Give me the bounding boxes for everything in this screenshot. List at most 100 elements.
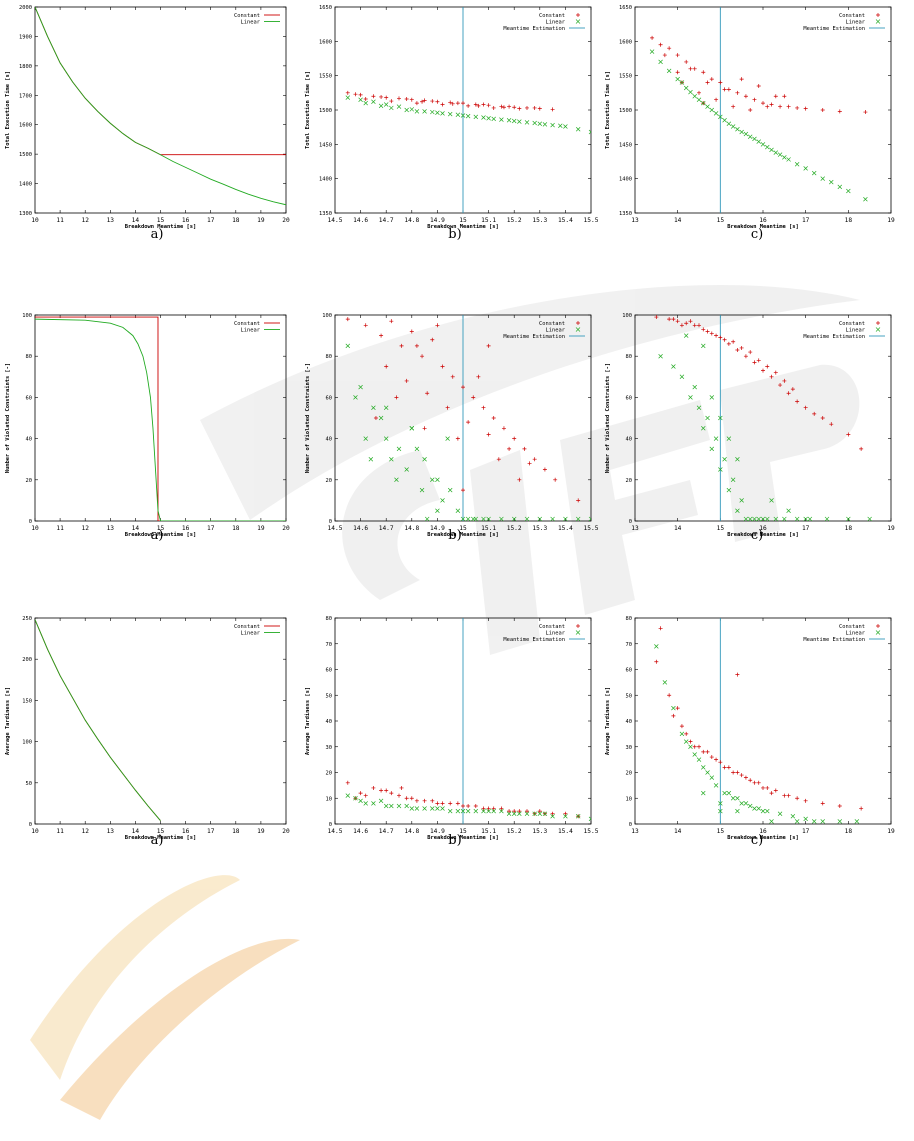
data-point-constant bbox=[829, 422, 834, 427]
data-point-constant bbox=[756, 83, 761, 88]
data-point-constant bbox=[507, 809, 512, 814]
panel-total-time-b: 14.5 14.6 14.7 14.8 14.9 15 15.1 15.2 15.3 15.4 15… bbox=[300, 0, 605, 245]
data-point-constant bbox=[409, 329, 414, 334]
y-tick-label: 1400 bbox=[319, 177, 332, 183]
y-tick-label: 1500 bbox=[19, 152, 32, 158]
legend-swatch bbox=[575, 19, 581, 24]
data-point-linear bbox=[383, 436, 389, 441]
data-point-linear bbox=[713, 436, 719, 441]
data-point-linear bbox=[705, 104, 710, 109]
y-tick-label: 1600 bbox=[619, 39, 632, 45]
data-point-linear bbox=[430, 806, 435, 811]
x-tick-label: 15 bbox=[157, 525, 165, 532]
x-tick-label: 12 bbox=[81, 828, 89, 835]
y-tick-label: 80 bbox=[626, 616, 633, 622]
data-point-constant bbox=[752, 97, 757, 102]
data-point-constant bbox=[705, 329, 710, 334]
data-point-linear bbox=[358, 384, 363, 390]
data-point-constant bbox=[820, 108, 825, 112]
data-point-constant bbox=[697, 323, 701, 328]
data-point-linear bbox=[679, 80, 685, 85]
data-point-linear bbox=[511, 516, 517, 521]
data-point-linear bbox=[465, 808, 471, 814]
data-point-constant bbox=[735, 348, 740, 353]
data-point-constant bbox=[404, 97, 409, 102]
data-point-linear bbox=[389, 456, 394, 462]
data-point-constant bbox=[752, 780, 757, 785]
data-point-constant bbox=[705, 80, 710, 85]
y-axis-label: Number of Violated Constraints [-] bbox=[305, 363, 311, 473]
data-point-constant bbox=[450, 374, 455, 379]
y-tick-label: 20 bbox=[626, 478, 633, 484]
data-point-linear bbox=[824, 516, 830, 521]
data-point-linear bbox=[588, 816, 591, 822]
data-point-linear bbox=[688, 744, 693, 749]
data-point-linear bbox=[460, 808, 466, 814]
data-point-linear bbox=[563, 516, 568, 521]
data-point-constant bbox=[820, 801, 825, 806]
legend-swatch bbox=[876, 321, 880, 325]
legend-swatch bbox=[576, 13, 580, 17]
data-point-linear bbox=[371, 801, 376, 806]
chart-violated-constraints-c: 13 14 15 16 17 18 19 0 20 40 60 80 100 Breakdown Mean… bbox=[605, 313, 895, 538]
x-tick-label: 20 bbox=[282, 525, 290, 532]
chart-caption: b) bbox=[448, 528, 462, 543]
y-tick-label: 1400 bbox=[619, 177, 632, 183]
x-tick-label: 14.6 bbox=[353, 828, 368, 835]
data-point-linear bbox=[730, 477, 736, 483]
data-point-constant bbox=[837, 109, 842, 114]
x-tick-label: 14.7 bbox=[379, 525, 394, 532]
data-point-constant bbox=[761, 101, 765, 106]
x-tick-label: 16 bbox=[759, 217, 767, 224]
data-point-linear bbox=[563, 814, 568, 819]
x-tick-label: 14.6 bbox=[353, 217, 368, 224]
data-point-linear bbox=[846, 516, 851, 521]
x-tick-label: 19 bbox=[887, 217, 895, 224]
chart-average-tardiness-a: 10 11 12 13 14 15 16 17 18 19 20050100150200250Bre… bbox=[5, 616, 290, 841]
data-point-linear bbox=[363, 801, 368, 806]
x-tick-label: 19 bbox=[887, 525, 895, 532]
data-point-linear bbox=[739, 498, 744, 503]
data-point-constant bbox=[701, 749, 706, 754]
x-tick-label: 15 bbox=[157, 828, 165, 835]
data-point-constant bbox=[425, 391, 430, 396]
data-point-linear bbox=[345, 793, 351, 798]
data-point-constant bbox=[461, 803, 465, 808]
data-point-constant bbox=[409, 97, 414, 102]
data-point-constant bbox=[563, 811, 568, 816]
data-point-constant bbox=[537, 106, 542, 111]
data-point-constant bbox=[667, 693, 672, 698]
data-point-linear bbox=[679, 731, 685, 737]
chart-total-execution-time-b: 14.5 14.6 14.7 14.8 14.9 15 15.1 15.2 15.3 15.4 15… bbox=[305, 5, 599, 230]
y-tick-label: 50 bbox=[326, 693, 333, 699]
data-point-linear bbox=[730, 124, 736, 129]
data-point-constant bbox=[688, 66, 693, 71]
plot-area bbox=[35, 7, 286, 206]
data-point-linear bbox=[481, 115, 486, 120]
watermark-orange-swoosh bbox=[60, 938, 300, 1120]
series-line-linear bbox=[35, 619, 161, 821]
legend-label: Linear bbox=[241, 631, 261, 637]
data-point-constant bbox=[863, 110, 868, 115]
y-tick-label: 1550 bbox=[619, 74, 632, 80]
data-point-linear bbox=[575, 126, 581, 132]
data-point-constant bbox=[692, 66, 697, 71]
data-point-constant bbox=[709, 331, 714, 336]
data-point-linear bbox=[394, 477, 399, 483]
x-tick-label: 13 bbox=[631, 217, 639, 224]
watermark-yellow-swoosh bbox=[30, 875, 240, 1080]
data-point-linear bbox=[671, 364, 676, 369]
data-point-linear bbox=[666, 68, 672, 74]
data-point-linear bbox=[511, 811, 517, 816]
y-tick-label: 1350 bbox=[319, 211, 332, 217]
data-point-linear bbox=[769, 819, 774, 824]
y-tick-label: 1800 bbox=[19, 64, 32, 70]
data-point-linear bbox=[465, 113, 471, 119]
data-point-linear bbox=[679, 374, 685, 380]
x-tick-label: 15.3 bbox=[532, 217, 547, 224]
x-tick-label: 15 bbox=[459, 217, 467, 224]
data-point-constant bbox=[414, 343, 419, 348]
data-point-linear bbox=[701, 426, 706, 431]
x-tick-label: 17 bbox=[207, 828, 215, 835]
data-point-constant bbox=[761, 368, 765, 373]
